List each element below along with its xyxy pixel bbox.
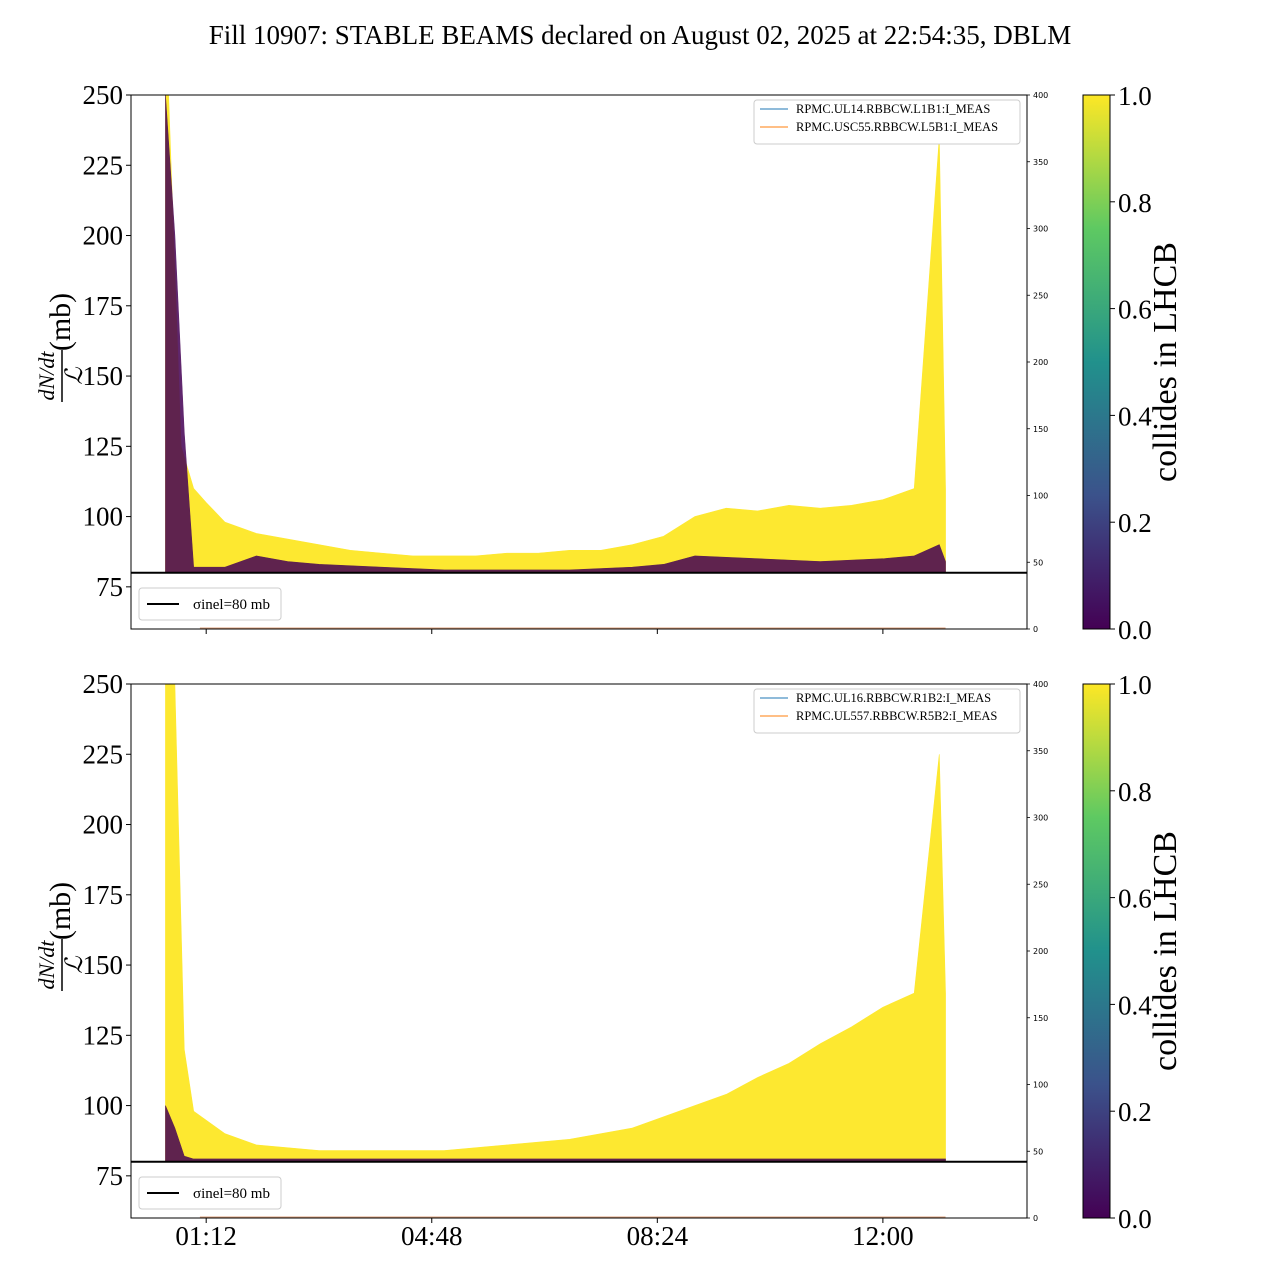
right-tick-label: 100 bbox=[1033, 1081, 1048, 1090]
y-label-numerator: dN/dt bbox=[34, 940, 59, 990]
right-tick-label: 250 bbox=[1033, 291, 1048, 300]
colorbar-tick-label: 0.2 bbox=[1118, 508, 1152, 538]
colorbar-tick-label: 1.0 bbox=[1118, 670, 1152, 700]
right-tick-label: 0 bbox=[1033, 625, 1038, 634]
right-tick-label: 250 bbox=[1033, 880, 1048, 889]
legend-entry: RPMC.USC55.RBBCW.L5B1:I_MEAS bbox=[796, 120, 998, 134]
y-label-unit: (mb) bbox=[44, 293, 77, 351]
right-tick-label: 350 bbox=[1033, 747, 1048, 756]
y-tick-label: 175 bbox=[83, 291, 124, 321]
y-axis-label: dN/dt ℒ (mb) bbox=[34, 293, 88, 402]
right-tick-label: 50 bbox=[1033, 1147, 1043, 1156]
series-legend bbox=[753, 99, 1021, 145]
series-legend bbox=[753, 688, 1021, 734]
series-area-1 bbox=[165, 95, 946, 574]
colorbar-tick-label: 0.6 bbox=[1118, 295, 1152, 325]
panel-1: 75 100 125 150 175 200 225 250 0 50 100 150 200 250 30… bbox=[34, 80, 1184, 645]
colorbar-label: collides in LHCB bbox=[1147, 242, 1184, 482]
data-layer bbox=[165, 95, 946, 574]
colorbar-tick-label: 1.0 bbox=[1118, 81, 1152, 111]
colorbar-tick-label: 0.6 bbox=[1118, 884, 1152, 914]
right-tick-label: 0 bbox=[1033, 1214, 1038, 1223]
colorbar bbox=[1082, 683, 1111, 1219]
right-tick-label: 100 bbox=[1033, 492, 1048, 501]
y-tick-label: 75 bbox=[96, 572, 123, 602]
y-tick-label: 175 bbox=[83, 880, 124, 910]
panel-2: 75 100 125 150 175 200 225 250 0 50 100 150 200 250 30… bbox=[34, 669, 1184, 1251]
right-tick-label: 300 bbox=[1033, 225, 1048, 234]
colorbar-tick-label: 0.4 bbox=[1118, 401, 1152, 431]
x-tick-label: 08:24 bbox=[627, 1221, 689, 1251]
legend-entry: RPMC.UL557.RBBCW.R5B2:I_MEAS bbox=[796, 709, 997, 723]
colorbar-tick-label: 0.0 bbox=[1118, 1204, 1152, 1234]
right-tick-label: 150 bbox=[1033, 1014, 1048, 1023]
series-area-1 bbox=[165, 684, 946, 1163]
y-tick-label: 200 bbox=[83, 810, 124, 840]
right-tick-label: 200 bbox=[1033, 947, 1048, 956]
right-tick-label: 50 bbox=[1033, 558, 1043, 567]
colorbar-tick-label: 0.2 bbox=[1118, 1097, 1152, 1127]
colorbar-tick-label: 0.4 bbox=[1118, 990, 1152, 1020]
reference-legend bbox=[138, 1176, 282, 1210]
colorbar bbox=[1082, 94, 1111, 630]
y-label-unit: (mb) bbox=[44, 882, 77, 940]
y-tick-label: 100 bbox=[83, 502, 124, 532]
chart-title: Fill 10907: STABLE BEAMS declared on Aug… bbox=[209, 20, 1072, 50]
right-tick-label: 150 bbox=[1033, 425, 1048, 434]
y-tick-label: 225 bbox=[83, 150, 124, 180]
y-tick-label: 125 bbox=[83, 1020, 124, 1050]
data-layer bbox=[165, 684, 946, 1163]
colorbar-tick-label: 0.8 bbox=[1118, 777, 1152, 807]
y-tick-label: 200 bbox=[83, 221, 124, 251]
right-tick-label: 400 bbox=[1033, 91, 1048, 100]
x-tick-label: 01:12 bbox=[175, 1221, 237, 1251]
x-tick-label: 04:48 bbox=[401, 1221, 463, 1251]
series-area-2 bbox=[165, 95, 946, 574]
right-tick-label: 300 bbox=[1033, 814, 1048, 823]
y-tick-label: 250 bbox=[83, 669, 124, 699]
y-tick-label: 75 bbox=[96, 1161, 123, 1191]
y-label-denominator: ℒ bbox=[62, 956, 88, 974]
y-tick-label: 100 bbox=[83, 1091, 124, 1121]
colorbar-tick-label: 0.8 bbox=[1118, 188, 1152, 218]
y-tick-label: 150 bbox=[83, 950, 124, 980]
colorbar-label: collides in LHCB bbox=[1147, 831, 1184, 1071]
y-label-numerator: dN/dt bbox=[34, 351, 59, 401]
series-area-2 bbox=[165, 1105, 946, 1163]
reference-legend-label: σinel=80 mb bbox=[193, 1186, 270, 1202]
legend-entry: RPMC.UL14.RBBCW.L1B1:I_MEAS bbox=[796, 102, 990, 116]
y-tick-label: 250 bbox=[83, 80, 124, 110]
y-label-denominator: ℒ bbox=[62, 367, 88, 385]
right-tick-label: 350 bbox=[1033, 158, 1048, 167]
reference-legend-label: σinel=80 mb bbox=[193, 597, 270, 613]
right-tick-label: 400 bbox=[1033, 680, 1048, 689]
x-tick-label: 12:00 bbox=[852, 1221, 914, 1251]
legend-entry: RPMC.UL16.RBBCW.R1B2:I_MEAS bbox=[796, 691, 991, 705]
right-tick-label: 200 bbox=[1033, 358, 1048, 367]
reference-legend bbox=[138, 587, 282, 621]
y-axis-label: dN/dt ℒ (mb) bbox=[34, 882, 88, 991]
y-tick-label: 150 bbox=[83, 361, 124, 391]
y-tick-label: 125 bbox=[83, 431, 124, 461]
colorbar-tick-label: 0.0 bbox=[1118, 615, 1152, 645]
y-tick-label: 225 bbox=[83, 739, 124, 769]
